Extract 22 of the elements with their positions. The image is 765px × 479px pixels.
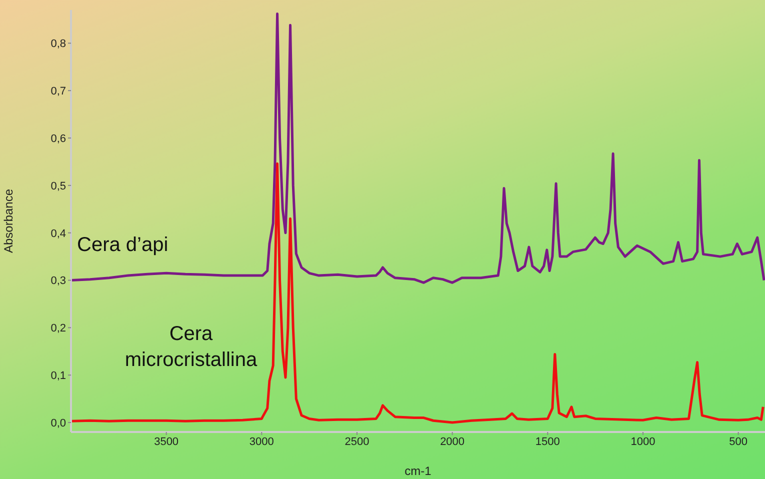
series-label: Cera microcristallina	[124, 322, 258, 374]
y-tick-label: 0,0	[50, 417, 66, 430]
x-tick-label: 3000	[249, 436, 274, 448]
y-tick-label: 0,8	[50, 38, 66, 50]
y-tick-label: 0,6	[50, 132, 66, 145]
y-tick-label: 0,1	[50, 370, 66, 382]
x-tick-label: 2000	[440, 436, 465, 448]
line-series	[71, 162, 764, 424]
line-series	[71, 12, 765, 284]
y-tick-label: 0,5	[50, 180, 66, 192]
x-tick-label: 1000	[630, 436, 656, 448]
x-tick-label: 1500	[535, 436, 560, 448]
y-tick-label: 0,4	[50, 228, 66, 240]
x-tick-label: 2500	[344, 436, 370, 448]
y-tick-label: 0,2	[50, 322, 66, 335]
x-tick-label: 500	[729, 436, 748, 448]
x-tick-label: 3500	[154, 436, 179, 448]
x-axis-title: cm-1	[404, 464, 432, 478]
y-tick-label: 0,7	[50, 86, 66, 98]
y-tick-label: 0,3	[50, 275, 66, 288]
series-label: Cera d’api	[77, 233, 168, 258]
y-axis-title: Absorbance	[1, 188, 16, 254]
